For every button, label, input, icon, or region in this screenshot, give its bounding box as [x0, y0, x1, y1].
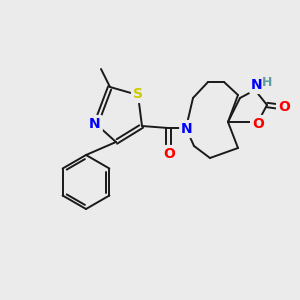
- Text: N: N: [89, 117, 101, 131]
- Text: O: O: [252, 117, 264, 131]
- Text: S: S: [133, 87, 143, 101]
- Text: N: N: [181, 122, 193, 136]
- Text: O: O: [163, 147, 175, 161]
- Text: H: H: [262, 76, 272, 89]
- Text: O: O: [278, 100, 290, 114]
- Text: N: N: [251, 78, 263, 92]
